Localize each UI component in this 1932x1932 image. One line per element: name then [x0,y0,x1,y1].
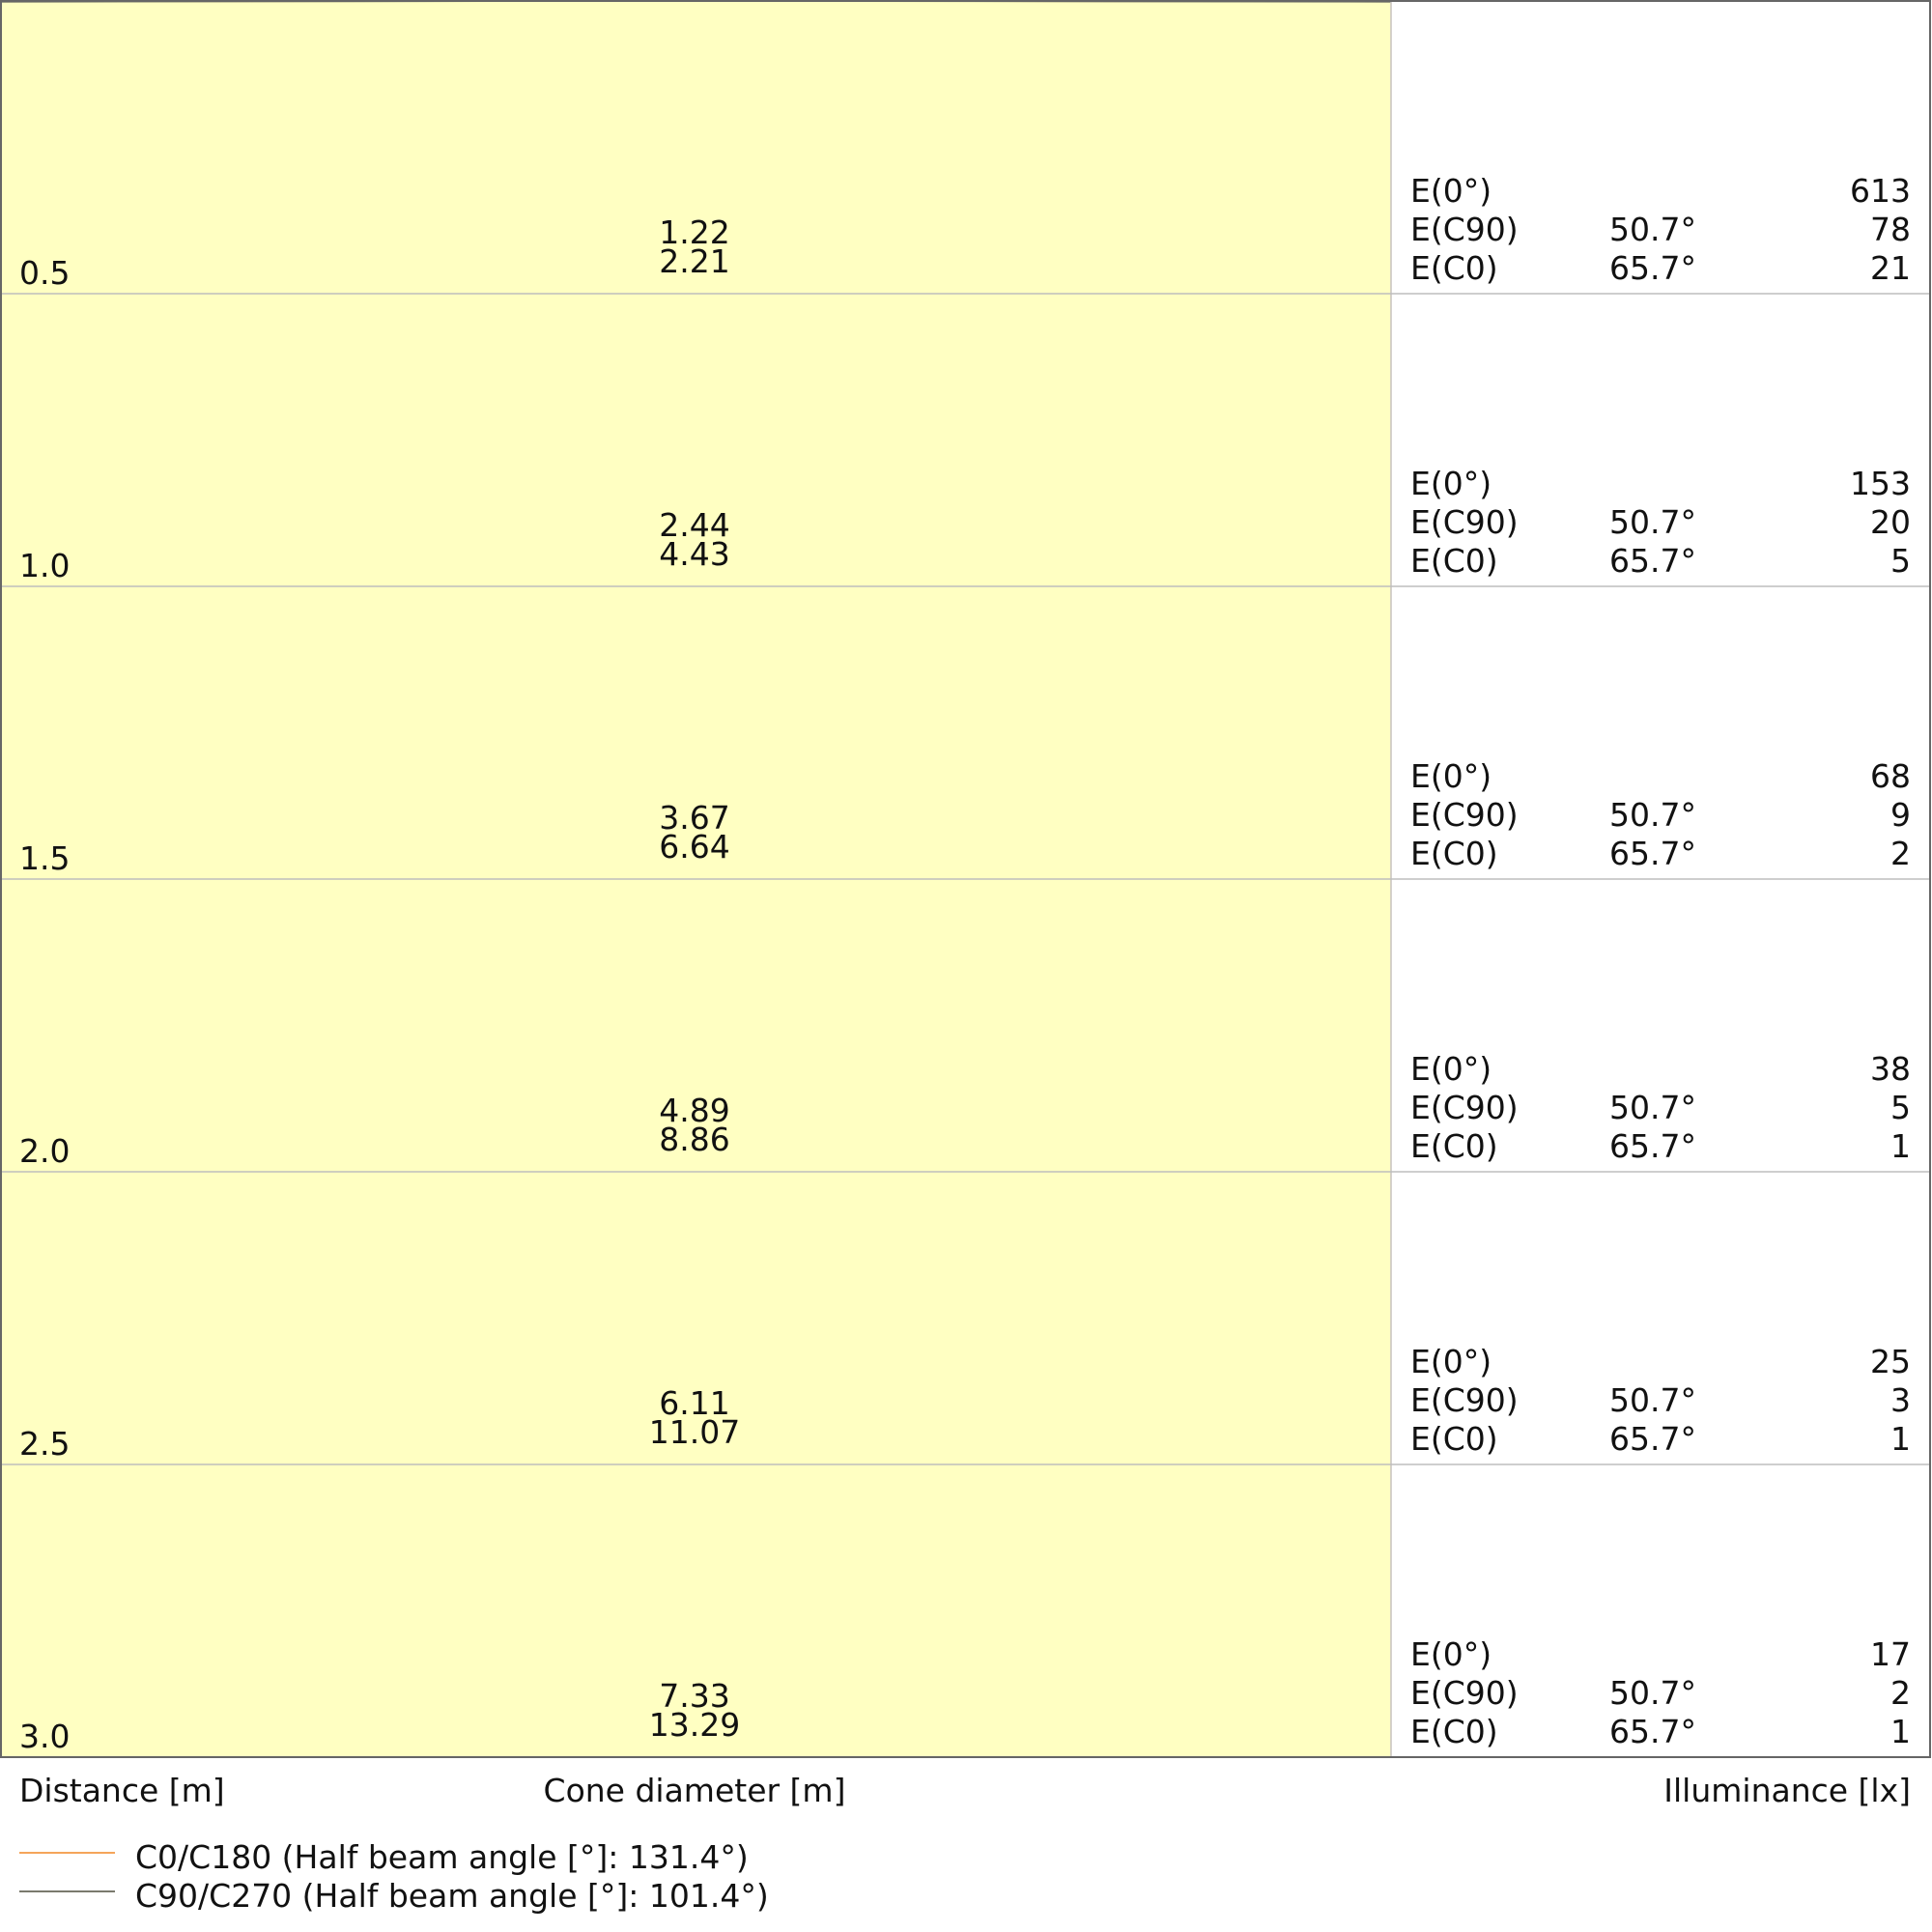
illuminance-label: E(C90) [1410,1089,1519,1126]
illuminance-label: E(C0) [1410,835,1498,872]
illuminance-label: E(C0) [1410,542,1498,580]
illuminance-axis-label: Illuminance [lx] [1663,1772,1911,1809]
cone-diameter-c90-label: 6.11 [659,1384,729,1422]
distance-tick-label: 0.5 [19,254,70,292]
angle-c0-label: 65.7° [1609,1127,1696,1165]
distance-axis-label: Distance [m] [19,1772,225,1809]
illuminance-label: E(C90) [1410,211,1519,248]
angle-c90-label: 50.7° [1609,503,1696,541]
distance-tick-label: 1.5 [19,839,70,877]
illuminance-c0-value: 1 [1890,1420,1911,1458]
illuminance-label: E(C0) [1410,1420,1498,1458]
cone-diameter-c0-label: 6.64 [659,828,729,866]
illuminance-c0-value: 1 [1890,1713,1911,1750]
illuminance-label: E(C90) [1410,796,1519,834]
cone-diameter-c90-label: 4.89 [659,1092,729,1129]
angle-c0-label: 65.7° [1609,1713,1696,1750]
illuminance-e0-value: 153 [1850,465,1911,502]
cone-diameter-c0-label: 2.21 [659,242,729,280]
chart-border [0,0,1931,1758]
cone-diameter-c0-label: 8.86 [659,1121,729,1158]
illuminance-c0-value: 1 [1890,1127,1911,1165]
illuminance-c0-value: 5 [1890,542,1911,580]
illuminance-c0-value: 21 [1870,249,1911,287]
angle-c0-label: 65.7° [1609,249,1696,287]
cone-diameter-c90-label: 1.22 [659,213,729,251]
illuminance-c90-value: 78 [1870,211,1911,248]
legend-label-c90: C90/C270 (Half beam angle [°]: 101.4°) [135,1877,769,1915]
illuminance-label: E(C90) [1410,503,1519,541]
illuminance-label: E(0°) [1410,757,1492,795]
cone-diameter-c0-label: 4.43 [659,535,729,573]
illuminance-e0-value: 613 [1850,172,1911,210]
illuminance-c90-value: 3 [1890,1381,1911,1419]
angle-c90-label: 50.7° [1609,1674,1696,1712]
illuminance-label: E(C0) [1410,249,1498,287]
illuminance-label: E(0°) [1410,172,1492,210]
distance-tick-label: 1.0 [19,547,70,584]
illuminance-label: E(C0) [1410,1127,1498,1165]
cone-diameter-c90-label: 7.33 [659,1677,729,1715]
cone-diameter-c0-label: 13.29 [649,1706,740,1744]
illuminance-c90-value: 2 [1890,1674,1911,1712]
illuminance-label: E(0°) [1410,1343,1492,1380]
distance-tick-label: 2.0 [19,1132,70,1170]
angle-c0-label: 65.7° [1609,1420,1696,1458]
illuminance-c90-value: 9 [1890,796,1911,834]
illuminance-c0-value: 2 [1890,835,1911,872]
angle-c0-label: 65.7° [1609,835,1696,872]
illuminance-e0-value: 68 [1870,757,1911,795]
angle-c90-label: 50.7° [1609,211,1696,248]
illuminance-label: E(0°) [1410,1050,1492,1088]
illuminance-c90-value: 5 [1890,1089,1911,1126]
illuminance-label: E(0°) [1410,465,1492,502]
distance-tick-label: 2.5 [19,1425,70,1463]
illuminance-label: E(0°) [1410,1635,1492,1673]
illuminance-c90-value: 20 [1870,503,1911,541]
illuminance-e0-value: 25 [1870,1343,1911,1380]
legend-label-c0: C0/C180 (Half beam angle [°]: 131.4°) [135,1838,749,1876]
illuminance-e0-value: 38 [1870,1050,1911,1088]
angle-c0-label: 65.7° [1609,542,1696,580]
cone-diameter-c90-label: 2.44 [659,506,729,544]
illuminance-e0-value: 17 [1870,1635,1911,1673]
illuminance-label: E(C90) [1410,1381,1519,1419]
cone-diameter-c0-label: 11.07 [649,1413,740,1451]
illuminance-label: E(C0) [1410,1713,1498,1750]
cone-diameter-axis-label: Cone diameter [m] [544,1772,846,1809]
angle-c90-label: 50.7° [1609,796,1696,834]
cone-diameter-c90-label: 3.67 [659,799,729,837]
illuminance-label: E(C90) [1410,1674,1519,1712]
distance-tick-label: 3.0 [19,1718,70,1755]
angle-c90-label: 50.7° [1609,1381,1696,1419]
angle-c90-label: 50.7° [1609,1089,1696,1126]
